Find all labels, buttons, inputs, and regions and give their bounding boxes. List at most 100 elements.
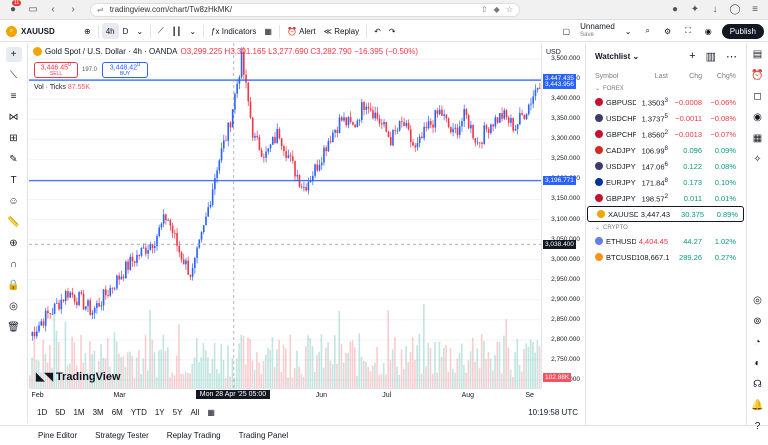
watchlist-row[interactable]: USDJPY 147.066 0.122 0.08% xyxy=(586,158,745,174)
extension-red-icon[interactable]: ● xyxy=(671,4,679,15)
redo-icon[interactable]: ↷ xyxy=(388,26,396,36)
bottom-tab-trading-panel[interactable]: Trading Panel xyxy=(238,431,289,440)
watchlist-row[interactable]: GBPJPY 198.572 0.011 0.01% xyxy=(586,190,745,206)
settings-icon[interactable]: ⚙ xyxy=(663,26,672,36)
watchlist-section-forex[interactable]: ⌄ FOREX xyxy=(586,83,745,94)
publish-button[interactable]: Publish xyxy=(721,23,764,39)
more-options-icon[interactable]: ⋯ xyxy=(726,50,737,63)
range-button-1d[interactable]: 1D xyxy=(37,407,48,417)
column-header-chgpct[interactable]: Chg% xyxy=(716,72,736,80)
ideas-icon[interactable]: ✧ xyxy=(753,154,762,165)
bottom-tab-strategy-tester[interactable]: Strategy Tester xyxy=(95,431,149,440)
watchlist-dropdown-icon[interactable]: ⌄ xyxy=(630,51,640,61)
quick-search-icon[interactable]: ⌕ xyxy=(645,26,650,35)
extension-puzzle-icon[interactable]: ✦ xyxy=(690,4,700,15)
column-header-last[interactable]: Last xyxy=(654,72,668,80)
interval-dropdown-icon[interactable]: ⌄ xyxy=(136,26,144,36)
fullscreen-icon[interactable]: ⛶ xyxy=(685,26,691,35)
watchlist-row[interactable]: GBPCHF 1.85602 −0.0013 −0.07% xyxy=(586,126,745,142)
watchlist-row[interactable]: EURJPY 171.848 0.173 0.10% xyxy=(586,174,745,190)
advanced-view-icon[interactable]: ▥ xyxy=(705,50,716,63)
trend-line-tool-icon[interactable]: ⟍ xyxy=(10,70,17,81)
fib-tool-icon[interactable]: ≡ xyxy=(10,91,17,102)
replay-button[interactable]: ≪ Replay xyxy=(320,23,364,39)
range-button-5y[interactable]: 5Y xyxy=(172,407,183,417)
interval-d-button[interactable]: D xyxy=(122,26,129,36)
calendar-icon[interactable]: ▦ xyxy=(752,133,763,144)
range-button-all[interactable]: All xyxy=(190,407,200,417)
price-axis[interactable]: USD 3,500.0003,450.0003,400.0003,350.000… xyxy=(541,43,584,388)
layout-grid-icon[interactable]: ▦ xyxy=(264,26,272,36)
snapshot-icon[interactable]: ◉ xyxy=(704,26,712,36)
currency-label[interactable]: USD xyxy=(546,49,561,56)
forward-icon[interactable]: › xyxy=(71,4,75,15)
symbol-search[interactable]: ⌕ XAUUSD xyxy=(0,25,80,37)
prediction-tool-icon[interactable]: ⊞ xyxy=(9,133,18,144)
indicators-button[interactable]: ƒx Indicators xyxy=(207,23,260,39)
watchlist-icon[interactable]: ▤ xyxy=(752,49,763,60)
utc-clock[interactable]: 10:19:58 UTC xyxy=(528,407,578,417)
sidebar-toggle-icon[interactable]: ▭ xyxy=(28,4,38,15)
watchlist-row[interactable]: GBPUSD 1.35033 −0.0008 −0.06% xyxy=(586,94,745,110)
price-chart[interactable] xyxy=(29,43,541,388)
lock-drawings-icon[interactable]: 🔒 xyxy=(7,280,20,291)
chart-pane[interactable] xyxy=(29,43,541,388)
alerts-icon[interactable]: ⏰ xyxy=(751,70,764,81)
download-icon[interactable]: ↓ xyxy=(712,4,718,15)
help-icon[interactable]: ? xyxy=(754,421,761,432)
target-icon[interactable]: ◎ xyxy=(753,295,762,306)
hotlist-icon[interactable]: ◉ xyxy=(753,112,762,123)
profile-icon[interactable]: ● 11 xyxy=(9,0,22,15)
sell-button[interactable]: 3,446.450 SELL xyxy=(34,62,78,78)
zoom-in-icon[interactable]: ⊕ xyxy=(9,238,18,249)
brush-tool-icon[interactable]: ✎ xyxy=(9,154,18,165)
trash-icon[interactable]: 🗑 xyxy=(7,322,20,333)
alert-button[interactable]: ⏰ Alert xyxy=(283,23,320,39)
text-tool-icon[interactable]: T xyxy=(10,175,17,186)
interval-4h-button[interactable]: 4h xyxy=(101,23,119,39)
hide-drawings-icon[interactable]: ◎ xyxy=(9,301,18,312)
share-icon[interactable]: ⇧ xyxy=(480,5,488,14)
watchlist-section-crypto[interactable]: ⌄ CRYPTO xyxy=(586,222,745,233)
ruler-tool-icon[interactable]: 📏 xyxy=(7,217,20,228)
signal-icon[interactable]: ⊚ xyxy=(753,316,762,327)
line-chart-type-icon[interactable]: ⟋ xyxy=(158,26,164,35)
notifications-icon[interactable]: 🔔 xyxy=(751,400,764,411)
watchlist-row[interactable]: CADJPY 106.998 0.096 0.09% xyxy=(586,142,745,158)
bookmark-icon[interactable]: ☆ xyxy=(505,5,513,14)
back-icon[interactable]: ‹ xyxy=(51,4,55,15)
chart-type-dropdown-icon[interactable]: ⌄ xyxy=(189,26,197,36)
range-button-6m[interactable]: 6M xyxy=(111,407,123,417)
watchlist-row[interactable]: ETHUSD 4,404.45 44.27 1.02% xyxy=(586,233,745,249)
candles-chart-type-icon[interactable]: ┃┃ xyxy=(171,26,182,36)
range-button-5d[interactable]: 5D xyxy=(55,407,66,417)
range-button-ytd[interactable]: YTD xyxy=(130,407,147,417)
section-collapse-icon[interactable]: ⌄ xyxy=(595,86,601,92)
section-collapse-icon[interactable]: ⌄ xyxy=(595,225,601,231)
column-header-symbol[interactable]: Symbol xyxy=(595,72,619,80)
watchlist-row[interactable]: BTCUSD 108,667.1 289.26 0.27% xyxy=(586,249,745,265)
range-button-1m[interactable]: 1M xyxy=(73,407,85,417)
chart-history-icon[interactable]: ◔ xyxy=(754,337,761,348)
range-button-1y[interactable]: 1Y xyxy=(154,407,165,417)
layout-dropdown-icon[interactable]: ⌄ xyxy=(624,26,632,36)
emoji-tool-icon[interactable]: ☺ xyxy=(8,196,19,207)
go-to-date-icon[interactable]: ▦ xyxy=(207,407,215,417)
column-header-chg[interactable]: Chg xyxy=(689,72,702,80)
magnet-icon[interactable]: ∩ xyxy=(9,259,18,270)
address-bar[interactable]: ⇌ tradingview.com/chart/Tw8zHkMK/ ⇧ ◆ ☆ xyxy=(90,2,520,17)
undo-icon[interactable]: ↶ xyxy=(374,26,381,36)
dom-icon[interactable]: ◐ xyxy=(754,358,761,369)
podcast-icon[interactable]: ☊ xyxy=(753,379,762,390)
watchlist-row[interactable]: USDCHF 1.37375 −0.0011 −0.08% xyxy=(586,110,745,126)
menu-icon[interactable]: ≡ xyxy=(752,4,758,15)
chat-icon[interactable]: ◻ xyxy=(753,91,762,102)
bottom-tab-pine-editor[interactable]: Pine Editor xyxy=(38,431,78,440)
time-axis[interactable]: FebMarAprJunJulAugSeMon 28 Apr '25 05:00 xyxy=(29,388,541,402)
account-icon[interactable]: ◯ xyxy=(729,4,741,15)
bottom-tab-replay-trading[interactable]: Replay Trading xyxy=(166,431,221,440)
watchlist-title[interactable]: Watchlist xyxy=(595,51,631,61)
site-settings-icon[interactable]: ⇌ xyxy=(97,5,104,14)
extension-icon[interactable]: ◆ xyxy=(493,5,500,14)
pattern-tool-icon[interactable]: ⋈ xyxy=(8,112,19,123)
